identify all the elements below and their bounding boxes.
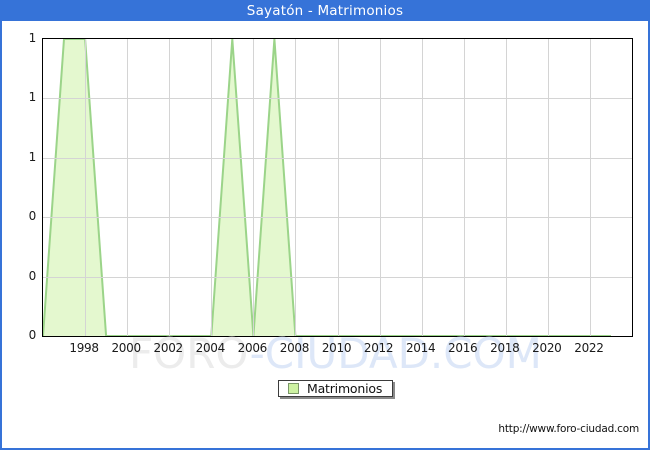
v-gridline (253, 39, 255, 336)
y-tick-label: 1 (28, 31, 37, 45)
v-gridline (337, 39, 339, 336)
v-gridline (211, 39, 213, 336)
x-tick-label: 2004 (195, 341, 226, 355)
v-gridline (463, 39, 465, 336)
x-tick-label: 1998 (69, 341, 99, 355)
x-tick-label: 2008 (279, 341, 310, 355)
watermark-ciudad: -CIUDAD.COM (249, 329, 542, 378)
v-gridline (547, 39, 549, 336)
y-tick-label: 1 (28, 149, 37, 164)
plot-area (42, 38, 633, 337)
area-series (43, 39, 611, 336)
v-gridline (379, 39, 381, 336)
watermark-foro: FORO (129, 329, 250, 378)
x-tick-label: 2016 (448, 341, 478, 355)
watermark: FORO-CIUDAD.COM (129, 333, 542, 375)
area-polygon (43, 39, 611, 336)
v-gridline (85, 39, 87, 336)
x-tick-label: 2010 (321, 341, 352, 355)
v-gridline (505, 39, 507, 336)
y-tick-label: 0 (28, 328, 37, 342)
x-tick-label: 2000 (111, 341, 141, 355)
v-gridline (169, 39, 171, 336)
y-tick-label: 0 (28, 209, 37, 224)
x-tick-label: 2020 (532, 341, 562, 355)
x-tick-label: 2018 (490, 341, 520, 355)
legend: Matrimonios (278, 380, 394, 397)
x-tick-label: 2012 (363, 341, 394, 355)
legend-label: Matrimonios (307, 381, 383, 396)
x-tick-label: 2006 (237, 341, 268, 355)
v-gridline (589, 39, 591, 336)
x-tick-label: 2014 (405, 341, 436, 355)
x-tick-label: 2002 (153, 341, 184, 355)
v-gridline (295, 39, 297, 336)
footer-url: http://www.foro-ciudad.com (498, 423, 639, 435)
legend-swatch-icon (288, 383, 299, 394)
area-outline (43, 39, 611, 336)
chart-title: Sayatón - Matrimonios (2, 2, 648, 21)
x-tick-label: 2022 (574, 341, 604, 355)
y-tick-label: 1 (28, 90, 37, 105)
v-gridline (127, 39, 129, 336)
v-gridline (421, 39, 423, 336)
y-tick-label: 0 (28, 268, 37, 283)
